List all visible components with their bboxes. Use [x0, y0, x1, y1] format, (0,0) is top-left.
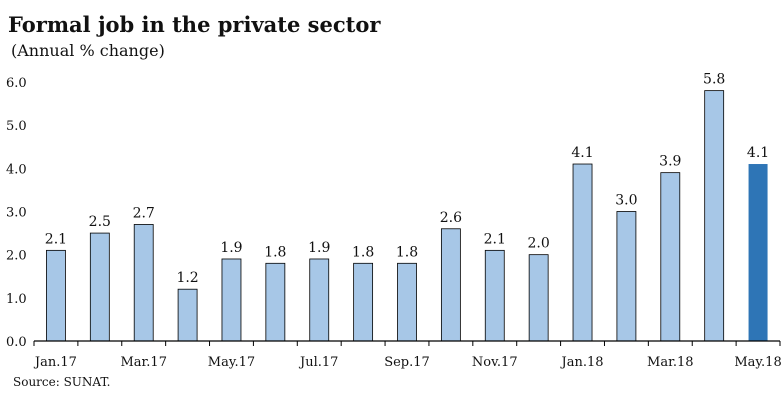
chart-title: Formal job in the private sector [8, 12, 381, 37]
x-tick-label: Sep.17 [384, 355, 430, 370]
bar [704, 90, 725, 342]
data-label: 2.7 [133, 205, 155, 221]
bar [397, 262, 417, 342]
bar [353, 262, 374, 342]
data-label: 2.1 [45, 231, 67, 247]
x-tick-label: Mar.17 [120, 355, 167, 370]
data-label: 2.1 [484, 231, 506, 247]
data-label: 5.8 [703, 72, 725, 88]
data-label: 3.9 [659, 154, 681, 170]
x-tick-label: Mar.18 [647, 355, 694, 370]
data-label: 4.1 [747, 145, 769, 161]
y-tick-label: 3.0 [6, 206, 27, 221]
bar [572, 163, 593, 342]
data-label: 2.0 [528, 236, 550, 252]
bar [177, 288, 198, 342]
bar [616, 211, 637, 342]
bar [221, 258, 242, 342]
data-label: 1.9 [308, 240, 330, 256]
x-tick-label: Nov.17 [472, 355, 518, 370]
data-labels: 2.1 2.5 2.7 1.2 1.9 1.8 1.9 1.8 1.8 2.6 2.1 2.0 4.1 3… [45, 72, 769, 287]
x-tick-label: Jan.18 [560, 355, 604, 370]
data-label: 2.6 [440, 210, 462, 226]
x-axis [33, 340, 781, 346]
bar [133, 224, 154, 342]
y-axis-labels: 0.0 1.0 2.0 3.0 4.0 5.0 6.0 [6, 76, 27, 350]
y-tick-label: 6.0 [6, 76, 27, 91]
y-tick-label: 5.0 [6, 119, 27, 134]
data-label: 1.8 [352, 244, 374, 260]
bars [46, 90, 768, 342]
bar-highlighted [748, 164, 768, 341]
y-tick-label: 0.0 [6, 335, 27, 350]
bar [440, 228, 461, 342]
data-label: 1.9 [220, 240, 242, 256]
bar [89, 232, 110, 342]
x-axis-labels: Jan.17 Mar.17 May.17 Jul.17 Sep.17 Nov.17 Jan.… [33, 355, 782, 370]
data-label: 4.1 [571, 145, 593, 161]
data-label: 1.2 [176, 270, 198, 286]
bar [484, 249, 505, 342]
data-label: 1.8 [264, 244, 286, 260]
data-label: 1.8 [396, 244, 418, 260]
y-tick-label: 1.0 [6, 292, 27, 307]
data-label: 3.0 [615, 193, 637, 209]
x-tick-label: May.18 [734, 355, 781, 370]
bar [309, 258, 330, 342]
x-tick-label: May.17 [208, 355, 255, 370]
x-tick-label: Jul.17 [298, 355, 338, 370]
bar [528, 254, 549, 342]
chart-subtitle: (Annual % change) [11, 41, 165, 60]
x-tick-label: Jan.17 [33, 355, 77, 370]
bar [46, 249, 66, 342]
y-tick-label: 2.0 [6, 249, 27, 264]
data-label: 2.5 [89, 214, 111, 230]
bar [265, 262, 286, 342]
y-tick-label: 4.0 [6, 162, 27, 177]
bar [660, 172, 681, 342]
source-note: Source: SUNAT. [13, 375, 111, 389]
